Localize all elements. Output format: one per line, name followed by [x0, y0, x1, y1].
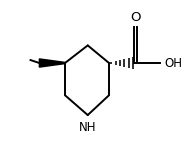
Text: OH: OH	[165, 57, 183, 70]
Text: O: O	[130, 11, 141, 24]
Polygon shape	[39, 59, 65, 67]
Text: NH: NH	[79, 121, 96, 134]
